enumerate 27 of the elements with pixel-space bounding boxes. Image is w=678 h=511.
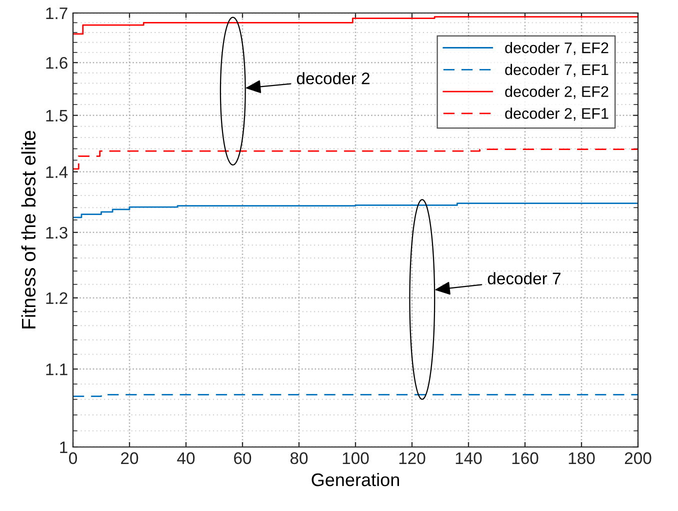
- y-tick-label: 1.4: [46, 166, 68, 178]
- x-tick-label: 160: [512, 452, 538, 464]
- annotation: decoder 7: [488, 272, 560, 284]
- y-tick-label: 1.1: [46, 364, 68, 376]
- x-tick-label: 140: [456, 452, 482, 464]
- x-tick-label: 120: [399, 452, 426, 464]
- annotation: decoder 2: [296, 72, 370, 84]
- x-tick-label: 180: [568, 452, 595, 464]
- y-tick-label: 1: [60, 442, 68, 454]
- y-axis-title: Fitness of the best elite: [21, 130, 36, 328]
- x-tick-label: 80: [290, 452, 308, 464]
- x-tick-label: 40: [177, 452, 195, 464]
- x-tick-label: 60: [234, 452, 252, 464]
- x-axis-title: Generation: [312, 472, 399, 486]
- y-tick-label: 1.3: [46, 226, 68, 239]
- legend-label: decoder 2, EF1: [505, 108, 608, 121]
- legend-label: decoder 2, EF2: [505, 86, 608, 99]
- x-tick-label: 20: [121, 452, 138, 464]
- y-tick-label: 1.2: [46, 292, 68, 304]
- x-tick-label: 0: [69, 452, 77, 464]
- legend-label: decoder 7, EF2: [505, 42, 608, 56]
- y-tick-label: 1.7: [46, 8, 68, 20]
- x-tick-label: 200: [624, 452, 652, 464]
- y-tick-label: 1.5: [46, 110, 68, 122]
- y-tick-label: 1.6: [46, 56, 68, 69]
- legend-label: decoder 7, EF1: [505, 64, 608, 77]
- x-tick-label: 100: [342, 452, 369, 464]
